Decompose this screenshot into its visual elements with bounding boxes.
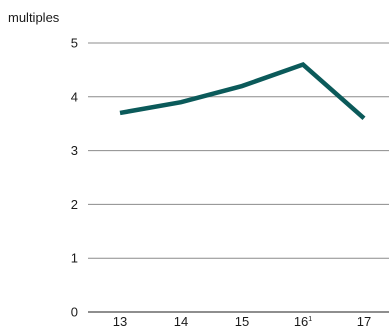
y-tick-label-4: 4 xyxy=(71,89,78,104)
y-tick-label-2: 2 xyxy=(71,197,78,212)
x-axis-ticks: 13 14 15 161 17 xyxy=(113,314,371,327)
series-group xyxy=(119,61,366,121)
x-tick-label-17: 17 xyxy=(357,314,371,327)
x-tick-label-16: 161 xyxy=(294,314,312,327)
x-tick-label-13: 13 xyxy=(113,314,127,327)
y-tick-label-0: 0 xyxy=(71,305,78,320)
y-tick-label-5: 5 xyxy=(71,36,78,51)
y-tick-label-1: 1 xyxy=(71,251,78,266)
y-tick-label-3: 3 xyxy=(71,143,78,158)
x-tick-footnote-16: 1 xyxy=(308,316,312,323)
series-line-0 xyxy=(119,61,366,121)
y-axis-ticks: 0 1 2 3 4 5 xyxy=(71,36,78,320)
y-axis-unit-label: multiples xyxy=(8,10,60,25)
gridlines xyxy=(88,42,389,313)
x-tick-label-14: 14 xyxy=(174,314,188,327)
x-tick-label-15: 15 xyxy=(235,314,249,327)
